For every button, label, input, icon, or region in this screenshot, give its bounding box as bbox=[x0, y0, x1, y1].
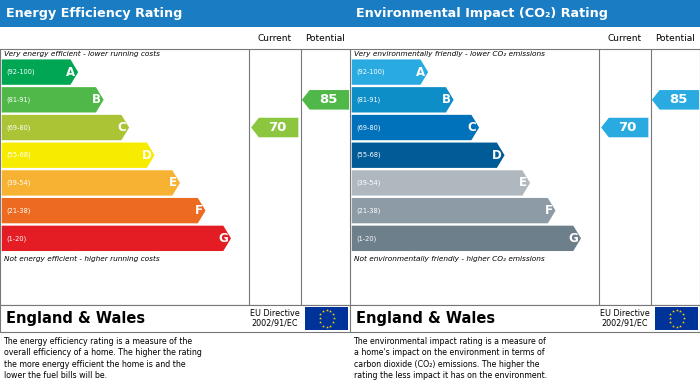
Polygon shape bbox=[1, 170, 180, 196]
Text: B: B bbox=[442, 93, 451, 106]
Polygon shape bbox=[351, 143, 505, 168]
Text: (69-80): (69-80) bbox=[6, 124, 31, 131]
Text: Potential: Potential bbox=[306, 34, 345, 43]
Text: B: B bbox=[92, 93, 101, 106]
Text: (69-80): (69-80) bbox=[356, 124, 381, 131]
Text: EU Directive
2002/91/EC: EU Directive 2002/91/EC bbox=[251, 308, 300, 328]
Text: D: D bbox=[492, 149, 502, 162]
Text: (1-20): (1-20) bbox=[6, 235, 27, 242]
Polygon shape bbox=[351, 59, 428, 85]
Text: (55-68): (55-68) bbox=[6, 152, 31, 158]
Text: 85: 85 bbox=[319, 93, 337, 106]
Text: C: C bbox=[468, 121, 476, 134]
Text: (92-100): (92-100) bbox=[356, 69, 385, 75]
Bar bbox=[655, 307, 698, 330]
Text: 85: 85 bbox=[669, 93, 687, 106]
Text: (55-68): (55-68) bbox=[356, 152, 381, 158]
Polygon shape bbox=[652, 90, 699, 109]
Text: England & Wales: England & Wales bbox=[356, 311, 496, 326]
Text: Current: Current bbox=[258, 34, 292, 43]
Text: The environmental impact rating is a measure of
a home's impact on the environme: The environmental impact rating is a mea… bbox=[354, 337, 547, 380]
Polygon shape bbox=[351, 198, 556, 223]
Text: A: A bbox=[416, 66, 426, 79]
Text: Not energy efficient - higher running costs: Not energy efficient - higher running co… bbox=[4, 256, 160, 262]
Text: Energy Efficiency Rating: Energy Efficiency Rating bbox=[6, 7, 183, 20]
Bar bbox=[0, 0, 350, 27]
Text: 70: 70 bbox=[268, 121, 287, 134]
Polygon shape bbox=[1, 226, 231, 251]
Polygon shape bbox=[601, 118, 648, 137]
Text: The energy efficiency rating is a measure of the
overall efficiency of a home. T: The energy efficiency rating is a measur… bbox=[4, 337, 202, 380]
Polygon shape bbox=[351, 115, 479, 140]
Text: G: G bbox=[218, 232, 228, 245]
Polygon shape bbox=[1, 87, 104, 113]
Text: Environmental Impact (CO₂) Rating: Environmental Impact (CO₂) Rating bbox=[356, 7, 608, 20]
Bar bbox=[0, 305, 350, 332]
Text: Not environmentally friendly - higher CO₂ emissions: Not environmentally friendly - higher CO… bbox=[354, 256, 545, 262]
Bar bbox=[0, 27, 350, 49]
Bar bbox=[350, 27, 700, 49]
Text: (92-100): (92-100) bbox=[6, 69, 35, 75]
Text: (21-38): (21-38) bbox=[6, 207, 31, 214]
Text: Very energy efficient - lower running costs: Very energy efficient - lower running co… bbox=[4, 51, 160, 57]
Bar bbox=[0, 27, 350, 305]
Text: (1-20): (1-20) bbox=[356, 235, 377, 242]
Text: Potential: Potential bbox=[656, 34, 695, 43]
Text: (21-38): (21-38) bbox=[356, 207, 381, 214]
Text: (39-54): (39-54) bbox=[356, 180, 381, 186]
Polygon shape bbox=[351, 226, 581, 251]
Text: Current: Current bbox=[608, 34, 642, 43]
Text: D: D bbox=[142, 149, 152, 162]
Text: E: E bbox=[519, 176, 527, 189]
Bar bbox=[305, 307, 348, 330]
Text: 70: 70 bbox=[618, 121, 637, 134]
Text: F: F bbox=[545, 204, 553, 217]
Bar bbox=[350, 305, 700, 332]
Polygon shape bbox=[251, 118, 298, 137]
Bar bbox=[350, 27, 700, 305]
Polygon shape bbox=[302, 90, 349, 109]
Text: C: C bbox=[118, 121, 126, 134]
Polygon shape bbox=[1, 59, 78, 85]
Polygon shape bbox=[351, 87, 454, 113]
Text: E: E bbox=[169, 176, 177, 189]
Text: England & Wales: England & Wales bbox=[6, 311, 146, 326]
Text: Very environmentally friendly - lower CO₂ emissions: Very environmentally friendly - lower CO… bbox=[354, 51, 545, 57]
Bar bbox=[350, 0, 700, 27]
Text: EU Directive
2002/91/EC: EU Directive 2002/91/EC bbox=[601, 308, 650, 328]
Polygon shape bbox=[351, 170, 530, 196]
Polygon shape bbox=[1, 143, 155, 168]
Text: G: G bbox=[568, 232, 578, 245]
Polygon shape bbox=[1, 115, 129, 140]
Text: A: A bbox=[66, 66, 76, 79]
Text: (39-54): (39-54) bbox=[6, 180, 31, 186]
Text: (81-91): (81-91) bbox=[6, 97, 31, 103]
Polygon shape bbox=[1, 198, 206, 223]
Text: (81-91): (81-91) bbox=[356, 97, 381, 103]
Text: F: F bbox=[195, 204, 203, 217]
